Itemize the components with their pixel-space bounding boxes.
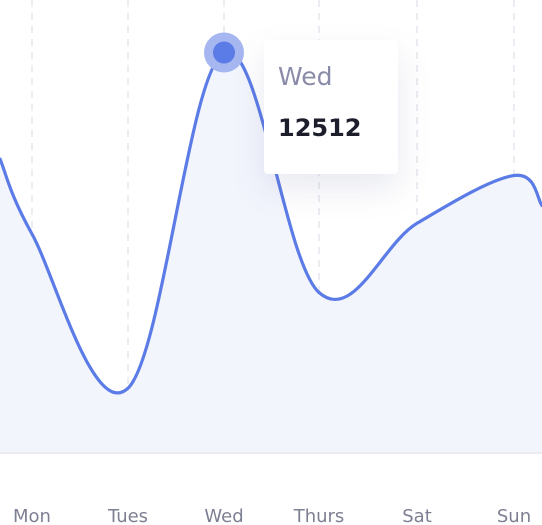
- x-tick-label-thurs: Thurs: [293, 506, 345, 525]
- x-tick-label-sat: Sat: [402, 506, 432, 525]
- x-tick-label-tues: Tues: [107, 506, 148, 525]
- x-tick-label-sun: Sun: [497, 506, 531, 525]
- x-tick-label-wed: Wed: [204, 506, 243, 525]
- tooltip-value: 12512: [278, 114, 362, 142]
- series-area: [0, 51, 542, 453]
- highlight-marker: [213, 41, 235, 64]
- x-tick-label-mon: Mon: [13, 506, 51, 525]
- tooltip: Wed 12512: [264, 40, 398, 174]
- tooltip-day-label: Wed: [278, 62, 333, 91]
